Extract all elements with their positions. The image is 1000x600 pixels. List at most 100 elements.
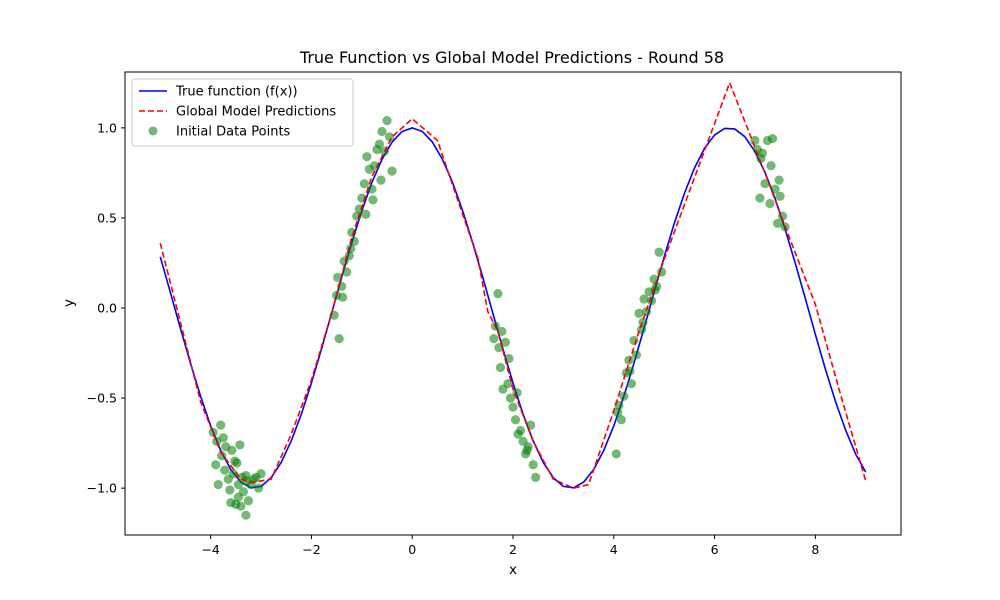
data-point [347, 227, 357, 237]
scatter-series-data-points [208, 116, 790, 520]
data-point [253, 483, 264, 493]
data-point [368, 195, 378, 205]
x-tick-label: 6 [711, 542, 719, 557]
legend-box [131, 78, 354, 147]
data-point [510, 415, 521, 425]
data-point [333, 272, 343, 282]
data-point [361, 209, 371, 219]
x-axis: −4 −2 0 2 4 6 8 [201, 535, 819, 557]
data-point [756, 153, 766, 164]
data-point [225, 485, 235, 495]
data-point [495, 362, 506, 373]
data-point [508, 402, 518, 412]
data-point [611, 449, 621, 459]
data-point [626, 379, 637, 389]
x-tick-label: 0 [408, 542, 416, 557]
x-tick-label: −4 [201, 542, 219, 557]
data-point [646, 296, 657, 306]
data-point [384, 132, 395, 142]
true-function-line [159, 127, 867, 489]
x-tick-label: 4 [610, 542, 618, 557]
data-point [236, 501, 246, 511]
legend-label-data-points: Initial Data Points [176, 125, 291, 140]
data-point [654, 247, 664, 257]
data-point [338, 292, 348, 302]
data-point [765, 198, 775, 209]
data-point [767, 134, 778, 144]
y-tick-label: 0.0 [97, 301, 117, 316]
data-point [616, 415, 626, 425]
data-point [497, 326, 507, 337]
x-tick-label: −2 [302, 542, 320, 557]
x-tick-label: 2 [509, 542, 517, 557]
data-point [774, 175, 784, 185]
data-point [235, 440, 245, 450]
data-point [755, 193, 765, 203]
data-point [619, 391, 629, 401]
model-predictions-line [159, 82, 867, 489]
y-axis-label: y [61, 299, 77, 307]
data-point [760, 179, 770, 189]
data-point [382, 116, 392, 126]
data-point [241, 510, 251, 520]
data-point [528, 460, 538, 470]
data-point [504, 353, 514, 364]
data-point [493, 288, 503, 299]
data-point [489, 334, 499, 344]
data-point [217, 451, 227, 461]
data-point [227, 445, 237, 455]
data-point [334, 334, 344, 344]
data-point [634, 308, 644, 319]
data-point [220, 465, 230, 475]
data-point [641, 307, 652, 317]
data-point [500, 337, 511, 347]
data-point [342, 267, 352, 277]
data-point [211, 460, 221, 470]
data-point [531, 472, 541, 482]
data-point [228, 469, 238, 479]
data-point [772, 218, 783, 228]
series-layer [159, 82, 867, 520]
data-point [629, 335, 639, 346]
x-axis-label: x [509, 562, 517, 578]
y-axis: −1.0 −0.5 0.0 0.5 1.0 [87, 120, 125, 496]
data-point [218, 433, 228, 443]
y-tick-label: −0.5 [87, 391, 117, 406]
data-point [505, 393, 516, 403]
data-point [362, 152, 372, 162]
data-point [367, 184, 377, 194]
data-point [243, 496, 254, 506]
data-point [241, 470, 251, 481]
data-point [359, 179, 369, 189]
data-point [208, 427, 218, 437]
x-tick-label: 8 [811, 542, 819, 557]
plot-area [124, 71, 902, 536]
data-point [376, 175, 386, 185]
data-point [238, 487, 249, 497]
y-tick-label: 1.0 [97, 120, 117, 135]
data-point [377, 126, 387, 137]
data-point [230, 456, 240, 466]
data-point [639, 294, 649, 304]
data-point [256, 469, 266, 479]
chart-title: True Function vs Global Model Prediction… [299, 48, 724, 67]
data-point [631, 350, 642, 360]
legend: True function (f(x)) Global Model Predic… [131, 78, 354, 147]
legend-swatch-data-points [148, 126, 158, 136]
data-point [387, 166, 397, 176]
data-point [613, 407, 623, 418]
y-tick-label: 0.5 [97, 210, 117, 225]
data-point [515, 425, 526, 436]
data-point [233, 479, 243, 490]
data-point [374, 139, 385, 149]
data-point [775, 191, 785, 201]
data-point [624, 355, 634, 365]
data-point [766, 161, 776, 171]
legend-label-true-function: True function (f(x)) [175, 85, 298, 100]
data-point [522, 445, 532, 455]
data-point [770, 184, 780, 194]
data-point [216, 420, 226, 430]
legend-label-model-predictions: Global Model Predictions [176, 105, 336, 120]
data-point [213, 479, 223, 490]
